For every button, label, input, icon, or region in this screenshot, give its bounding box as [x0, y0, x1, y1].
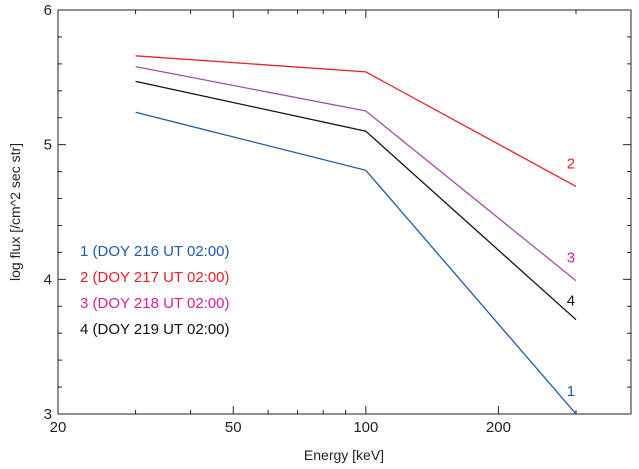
series-end-label-1: 1: [567, 383, 575, 400]
x-tick-label-2: 100: [353, 419, 378, 436]
y-tick-label-0: 3: [44, 406, 52, 423]
series-line-1: [135, 111, 577, 415]
series-line-2: [135, 55, 577, 187]
axis-ticks: [57, 9, 632, 415]
series-line-3: [135, 65, 577, 282]
y-tick-label-1: 4: [44, 271, 52, 288]
y-axis-title: log flux [/cm^2 sec str]: [7, 143, 23, 281]
legend: 1 (DOY 216 UT 02:00) 2 (DOY 217 UT 02:00)…: [80, 243, 230, 338]
legend-entry-3: 3 (DOY 218 UT 02:00): [80, 295, 230, 312]
series-end-label-4: 4: [567, 293, 575, 310]
series-end-label-2: 2: [567, 155, 575, 172]
series-end-label-3: 3: [567, 250, 575, 267]
x-tick-label-0: 20: [50, 419, 67, 436]
legend-entry-1: 1 (DOY 216 UT 02:00): [80, 243, 230, 260]
legend-entry-2: 2 (DOY 217 UT 02:00): [80, 269, 230, 286]
x-tick-label-3: 200: [486, 419, 511, 436]
axis-tick-labels: 20 50 100 200 3 4 5 6: [44, 2, 511, 436]
x-axis-title: Energy [keV]: [304, 447, 384, 463]
series-lines: [135, 55, 577, 415]
legend-entry-4: 4 (DOY 219 UT 02:00): [80, 321, 230, 338]
y-tick-label-2: 5: [44, 137, 52, 154]
series-end-labels: 1 2 3 4: [567, 155, 575, 400]
x-tick-label-1: 50: [225, 419, 242, 436]
plot-frame: [57, 9, 632, 415]
y-tick-label-3: 6: [44, 2, 52, 19]
series-line-4: [135, 80, 577, 321]
